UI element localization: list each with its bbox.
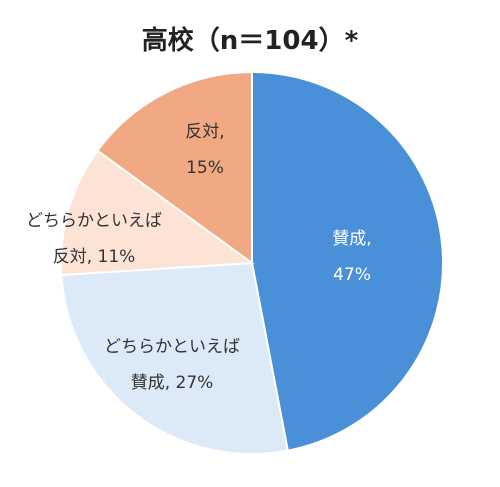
slice-label: 賛成, 47% [332,229,371,285]
slice-label: どちらかといえば反対, 11% [26,211,162,267]
pie-slices [60,70,445,455]
pie-slice [251,70,445,452]
slice-labels: 賛成, 47% どちらかといえば賛成, 27% どちらかといえば反対, 11% 反対, 1… [26,122,372,393]
chart-title: 高校（n＝104）* [142,25,359,56]
slice-label: 反対, 15% [185,122,224,178]
pie-slice [60,149,255,277]
pie-slice [60,261,289,455]
pie-slice [96,70,253,265]
slice-label: どちらかといえば賛成, 27% [104,337,240,393]
